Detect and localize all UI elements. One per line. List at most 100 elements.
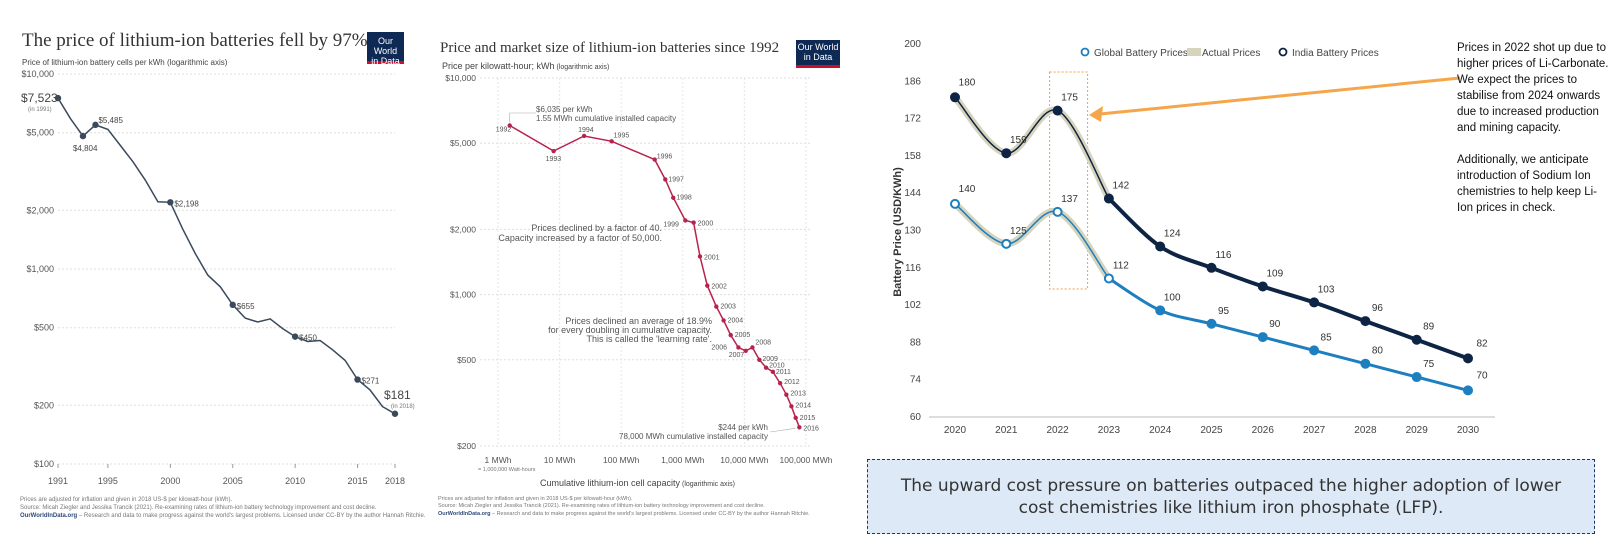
data-point (950, 92, 960, 103)
value-label: 140 (959, 184, 976, 195)
x-tick-label: 1 MWh (485, 455, 512, 465)
data-point (1155, 241, 1166, 252)
data-point (1463, 353, 1473, 364)
year-label: 1997 (668, 176, 684, 183)
year-label: 1995 (614, 132, 630, 139)
chart-footnote: Prices are adjusted for inflation and gi… (438, 496, 810, 518)
value-label: 103 (1318, 284, 1335, 295)
legend-marker-icon (1278, 47, 1288, 57)
data-point (652, 157, 657, 162)
data-point (1309, 297, 1320, 308)
x-tick-label: 10 MWh (544, 455, 576, 465)
data-point (743, 348, 748, 354)
data-point (777, 380, 783, 386)
footnote-text: Prices are adjusted for inflation and gi… (20, 497, 233, 503)
data-point (1257, 332, 1268, 343)
x-axis-title: Cumulative lithium-ion cell capacity (lo… (540, 478, 735, 488)
value-label: 100 (1164, 292, 1181, 303)
value-label: 70 (1476, 370, 1488, 381)
year-label: 2013 (790, 391, 806, 398)
data-label: $655 (237, 302, 255, 311)
chart-title: The price of lithium-ion batteries fell … (22, 30, 368, 51)
x-tick-label: 2029 (1406, 425, 1429, 436)
takeaway-text: The upward cost pressure on batteries ou… (900, 475, 1562, 518)
y-axis-title: Battery Price (USD/KWh) (892, 167, 904, 297)
data-point (1360, 316, 1371, 327)
data-point (1206, 318, 1217, 329)
year-label: 1999 (663, 221, 679, 228)
data-label: $271 (362, 377, 380, 386)
forecast-line (1107, 197, 1469, 361)
owid-logo-line1: Our World (373, 36, 398, 56)
year-label: 2002 (711, 284, 727, 291)
y-tick-label: $500 (457, 355, 476, 365)
data-point (1001, 238, 1012, 249)
data-point (1103, 273, 1114, 284)
callout-note: Prices in 2022 shot up due to higher pri… (1457, 40, 1609, 232)
data-point (691, 220, 696, 225)
data-label: $2,198 (174, 199, 199, 208)
annotation-start: 1.55 MWh cumulative installed capacity (536, 114, 676, 123)
owid-link[interactable]: OurWorldInData.org (20, 513, 78, 520)
data-label: $181 (384, 388, 411, 402)
year-label: 2007 (729, 352, 745, 359)
price-capacity-line (509, 124, 801, 428)
y-tick-label: $5,000 (26, 128, 54, 138)
data-point (697, 254, 703, 259)
value-label: 90 (1269, 319, 1281, 330)
x-axis-title-note: (logarithmic axis) (680, 481, 735, 488)
y-tick-label: $200 (34, 400, 54, 410)
data-point (1257, 281, 1268, 292)
value-label: 175 (1061, 93, 1078, 104)
data-point (54, 94, 62, 102)
year-label: 1996 (657, 154, 673, 161)
takeaway-box: The upward cost pressure on batteries ou… (867, 459, 1595, 534)
x-tick-label: 100,000 MWh (780, 455, 833, 465)
data-point (1052, 206, 1063, 217)
data-point (79, 132, 87, 140)
annotation-rate: for every doubling in cumulative capacit… (548, 325, 712, 335)
footnote-text: Prices are adjusted for inflation and gi… (438, 496, 633, 502)
data-point (229, 301, 236, 309)
y-tick-label: 116 (905, 263, 921, 274)
y-tick-label: 74 (910, 375, 922, 386)
year-label: 2008 (755, 339, 771, 346)
annotation-start: $6,035 per kWh (536, 105, 592, 114)
data-point (291, 333, 299, 340)
data-point (784, 392, 789, 397)
value-label: 159 (1010, 135, 1027, 146)
annotation-end: $244 per kWh (718, 423, 768, 432)
owid-logo[interactable]: Our World in Data (796, 40, 840, 68)
value-label: 109 (1266, 268, 1283, 279)
year-label: 1998 (676, 195, 692, 202)
data-label: $4,804 (73, 144, 98, 153)
data-label-note: (in 1991) (28, 107, 52, 113)
annotation-factor: Prices declined by a factor of 40. (531, 223, 662, 233)
data-point (683, 218, 688, 223)
data-point (167, 199, 174, 206)
data-point (609, 139, 614, 144)
data-point (793, 415, 798, 420)
legend-marker-icon (1080, 47, 1090, 57)
year-label: 2004 (728, 317, 744, 324)
annotation-factor: Capacity increased by a factor of 50,000… (498, 233, 662, 243)
year-label: 2006 (711, 344, 727, 351)
value-label: 180 (959, 77, 976, 88)
data-point (551, 148, 556, 154)
legend-label: Actual Prices (1202, 48, 1260, 59)
x-tick-label: 2028 (1354, 425, 1377, 436)
y-tick-label: $10,000 (445, 73, 476, 83)
owid-logo[interactable]: Our World in Data (367, 32, 404, 66)
owid-logo-line1: Our World (797, 42, 839, 52)
x-tick-label: 2023 (1098, 425, 1121, 436)
year-label: 2009 (762, 356, 778, 363)
value-label: 80 (1372, 346, 1384, 357)
x-tick-label: 2000 (160, 476, 180, 486)
price-vs-capacity-plot: $10,000 $5,000 $2,000 $1,000 $500 $200 1 MWh 10… (445, 73, 833, 473)
data-point (1411, 334, 1422, 345)
data-label: $450 (299, 334, 317, 343)
data-point (1360, 358, 1371, 369)
year-label: 2003 (720, 304, 736, 311)
x-tick-label: 2022 (1046, 425, 1069, 436)
owid-link[interactable]: OurWorldInData.org (438, 510, 491, 517)
